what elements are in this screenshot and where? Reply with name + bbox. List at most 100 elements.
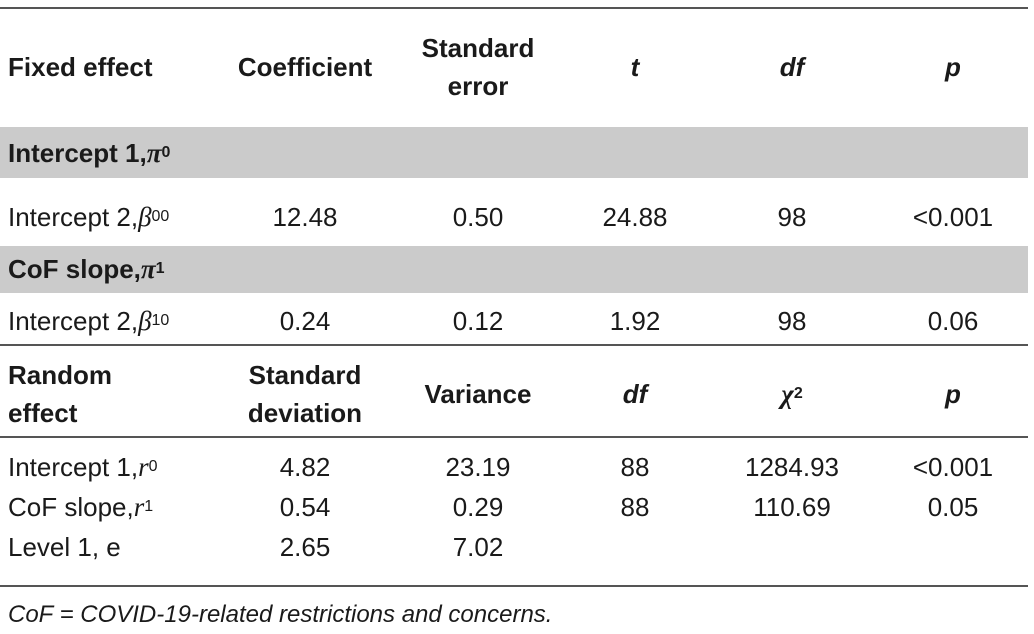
data-cell: 24.88 <box>550 172 720 262</box>
header-cell: df <box>550 349 720 439</box>
footnote-text: CoF = COVID-19-related restrictions and … <box>8 601 553 628</box>
subscript: 0 <box>148 458 158 475</box>
header-text: t <box>630 52 640 82</box>
header-text: Coefficient <box>237 52 373 82</box>
data-cell: <0.001 <box>868 422 1034 512</box>
label-text: CoF slope, <box>8 254 141 284</box>
cell-value: 0.54 <box>279 492 331 522</box>
data-cell: 98 <box>707 276 877 366</box>
data-cell: 0.29 <box>393 462 563 552</box>
cell-value: 0.06 <box>927 306 979 336</box>
cell-value: 12.48 <box>272 202 338 232</box>
row-label: Intercept 2, β 10 <box>8 276 228 366</box>
cell-value: 1.92 <box>609 306 661 336</box>
label-text: Level 1, e <box>8 532 121 562</box>
data-cell: 98 <box>707 172 877 262</box>
data-cell: 110.69 <box>707 462 877 552</box>
data-cell: 0.12 <box>393 276 563 366</box>
rule <box>0 585 1028 587</box>
subscript: 10 <box>151 312 170 329</box>
subscript: 0 <box>161 144 171 161</box>
cell-value: 0.29 <box>452 492 504 522</box>
header-cell: df <box>707 22 877 112</box>
cell-value: 7.02 <box>452 532 504 562</box>
data-cell: 88 <box>550 422 720 512</box>
header-cell: p <box>868 349 1034 439</box>
symbol: π <box>146 138 162 168</box>
superscript: 2 <box>793 385 803 402</box>
subscript: 00 <box>151 208 170 225</box>
data-cell: 0.05 <box>868 462 1034 552</box>
cell-value: 2.65 <box>279 532 331 562</box>
header-text: Random effect <box>8 360 112 428</box>
label-text: Intercept 1, <box>8 452 139 482</box>
data-cell: 0.24 <box>220 276 390 366</box>
cell-value: 0.12 <box>452 306 504 336</box>
cell-value: 98 <box>777 202 807 232</box>
row-label: Level 1, e <box>8 502 228 592</box>
header-cell: Random effect <box>8 349 168 439</box>
data-cell: 2.65 <box>220 502 390 592</box>
data-cell: 23.19 <box>393 422 563 512</box>
header-cell: p <box>868 22 1034 112</box>
symbol: r <box>138 452 149 482</box>
data-cell: 88 <box>550 462 720 552</box>
footnote: CoF = COVID-19-related restrictions and … <box>8 598 1008 632</box>
label-text: Intercept 1, <box>8 138 147 168</box>
cell-value: 110.69 <box>753 492 831 522</box>
header-text: p <box>945 52 961 82</box>
header-cell: Standard error <box>393 22 563 112</box>
header-cell: Coefficient <box>220 22 390 112</box>
data-cell: 0.54 <box>220 462 390 552</box>
header-text: df <box>779 52 805 82</box>
cell-value: 88 <box>620 452 650 482</box>
data-cell: 4.82 <box>220 422 390 512</box>
symbol: β <box>138 306 152 336</box>
label-text: Intercept 2, <box>8 202 139 232</box>
header-text: Standard deviation <box>247 360 363 428</box>
symbol: β <box>138 202 152 232</box>
cell-value: 88 <box>620 492 650 522</box>
symbol: r <box>133 492 145 522</box>
header-text: Fixed effect <box>8 52 153 82</box>
header-cell: t <box>550 22 720 112</box>
cell-value: <0.001 <box>912 202 994 232</box>
header-text: df <box>622 379 648 409</box>
cell-value: 24.88 <box>602 202 668 232</box>
rule <box>0 344 1028 346</box>
header-text: Standard error <box>421 33 535 101</box>
header-cell: Variance <box>393 349 563 439</box>
data-cell: 1.92 <box>550 276 720 366</box>
data-cell: 0.06 <box>868 276 1034 366</box>
header-cell: Fixed effect <box>8 22 168 112</box>
cell-value: 0.50 <box>452 202 504 232</box>
cell-value: 0.24 <box>279 306 331 336</box>
symbol: χ <box>781 379 794 409</box>
header-cell: Standard deviation <box>220 349 390 439</box>
cell-value: 23.19 <box>445 452 511 482</box>
symbol: π <box>140 254 156 284</box>
label-text: CoF slope, <box>8 492 134 522</box>
data-cell: <0.001 <box>868 172 1034 262</box>
data-cell: 1284.93 <box>707 422 877 512</box>
header-text: p <box>945 379 961 409</box>
rule <box>0 436 1028 438</box>
group-band <box>0 246 1028 293</box>
label-text: Intercept 2, <box>8 306 139 336</box>
subscript: 1 <box>155 260 165 277</box>
data-cell: 12.48 <box>220 172 390 262</box>
header-text: Variance <box>424 379 532 409</box>
cell-value: 0.05 <box>927 492 979 522</box>
row-label: Intercept 2, β 00 <box>8 172 228 262</box>
data-cell: 7.02 <box>393 502 563 592</box>
data-cell: 0.50 <box>393 172 563 262</box>
group-band <box>0 127 1028 178</box>
rule <box>0 7 1028 9</box>
cell-value: 1284.93 <box>745 452 839 482</box>
